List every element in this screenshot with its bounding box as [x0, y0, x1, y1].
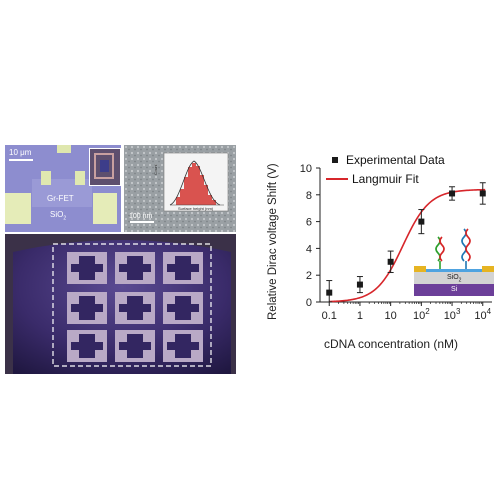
y-tick-label: 6 [306, 217, 312, 229]
y-tick-label: 2 [306, 270, 312, 282]
schematic-oxide-text: SiO [447, 274, 459, 281]
wafer-chip [115, 330, 155, 362]
chart-svg: 0 2 4 6 8 10 0.1 1 10 102 103 104 [300, 163, 492, 322]
micrograph-scale-label: 10 μm [9, 148, 32, 157]
data-point [356, 281, 363, 288]
sem-panel: Count Surface height (nm) 100 nm [124, 145, 236, 232]
wafer-chip [115, 252, 155, 284]
graphene-layer [426, 269, 482, 272]
electrode-left-upper [41, 171, 51, 185]
silicon-layer [414, 284, 494, 296]
data-point [449, 190, 456, 197]
wafer-photo [5, 234, 236, 374]
oxide-layer [414, 272, 494, 284]
sem-inset-ylabel: Count [153, 164, 158, 175]
sem-texture [124, 145, 236, 232]
device-micrograph-panel: 10 μm Gr-FET SiO2 [5, 145, 121, 232]
device-inset [89, 148, 121, 186]
y-tick-label: 10 [300, 163, 312, 175]
dna-strand-left [435, 236, 445, 269]
legend: Experimental Data Langmuir Fit [326, 152, 490, 192]
device-label: Gr-FET [47, 194, 74, 203]
sem-inset-xlabel: Surface height (nm) [178, 206, 214, 211]
x-axis-label: cDNA concentration (nM) [324, 337, 459, 351]
wafer-photo-panel [5, 234, 236, 374]
electrode-top [57, 145, 71, 153]
schematic-si-label: Si [451, 286, 458, 293]
data-point [387, 258, 394, 265]
sem-scale-bar [130, 221, 154, 223]
langmuir-fit-line [329, 188, 486, 303]
substrate-label-text: SiO [50, 210, 64, 219]
schematic-inset: SiO2 Si [412, 225, 497, 300]
y-axis-label: Relative Dirac voltage Shift (V) [267, 163, 279, 320]
x-tick-label: 103 [444, 307, 461, 322]
legend-label-fit: Langmuir Fit [352, 172, 419, 186]
dna-strand-right [461, 228, 471, 269]
legend-line-fit [326, 178, 348, 180]
y-tick-label: 8 [306, 190, 312, 202]
schematic-oxide-subscript: 2 [458, 277, 462, 284]
data-point [479, 190, 486, 197]
contact-left [414, 266, 426, 272]
data-point [418, 218, 425, 225]
device-inset-pattern [94, 153, 114, 179]
x-tick-label: 0.1 [322, 310, 337, 322]
substrate-label: SiO2 [50, 211, 66, 222]
y-tick-label: 0 [306, 297, 312, 309]
wafer-chip [67, 252, 107, 284]
x-tick-label: 10 [385, 310, 397, 322]
legend-label-experimental: Experimental Data [346, 153, 445, 167]
schematic-oxide-label: SiO2 [447, 274, 461, 283]
electrode-left [5, 193, 31, 224]
contact-right [482, 266, 494, 272]
electrode-right-upper [75, 171, 85, 185]
wafer-chip [67, 330, 107, 362]
electrode-right [93, 193, 117, 224]
schematic-svg [414, 228, 494, 296]
substrate-label-subscript: 2 [63, 215, 67, 222]
y-tick-label: 4 [306, 243, 312, 255]
wafer-chip [163, 252, 203, 284]
device-inset-center [100, 160, 109, 172]
micrograph-scale-bar [9, 159, 33, 161]
wafer-chip [115, 292, 155, 324]
wafer-chip-array [67, 252, 203, 362]
sem-scale-label: 100 nm [129, 213, 153, 220]
wafer-chip [163, 330, 203, 362]
data-point [326, 289, 333, 296]
x-tick-label: 102 [413, 307, 430, 322]
wafer-chip [67, 292, 107, 324]
x-tick-label: 1 [357, 310, 363, 322]
wafer-chip [163, 292, 203, 324]
legend-marker-experimental [332, 157, 338, 163]
sem-histogram-fit [169, 160, 221, 206]
sem-histogram-bars [176, 163, 216, 205]
x-tick-label: 104 [474, 307, 491, 322]
wafer-dashed-outline [52, 243, 212, 367]
